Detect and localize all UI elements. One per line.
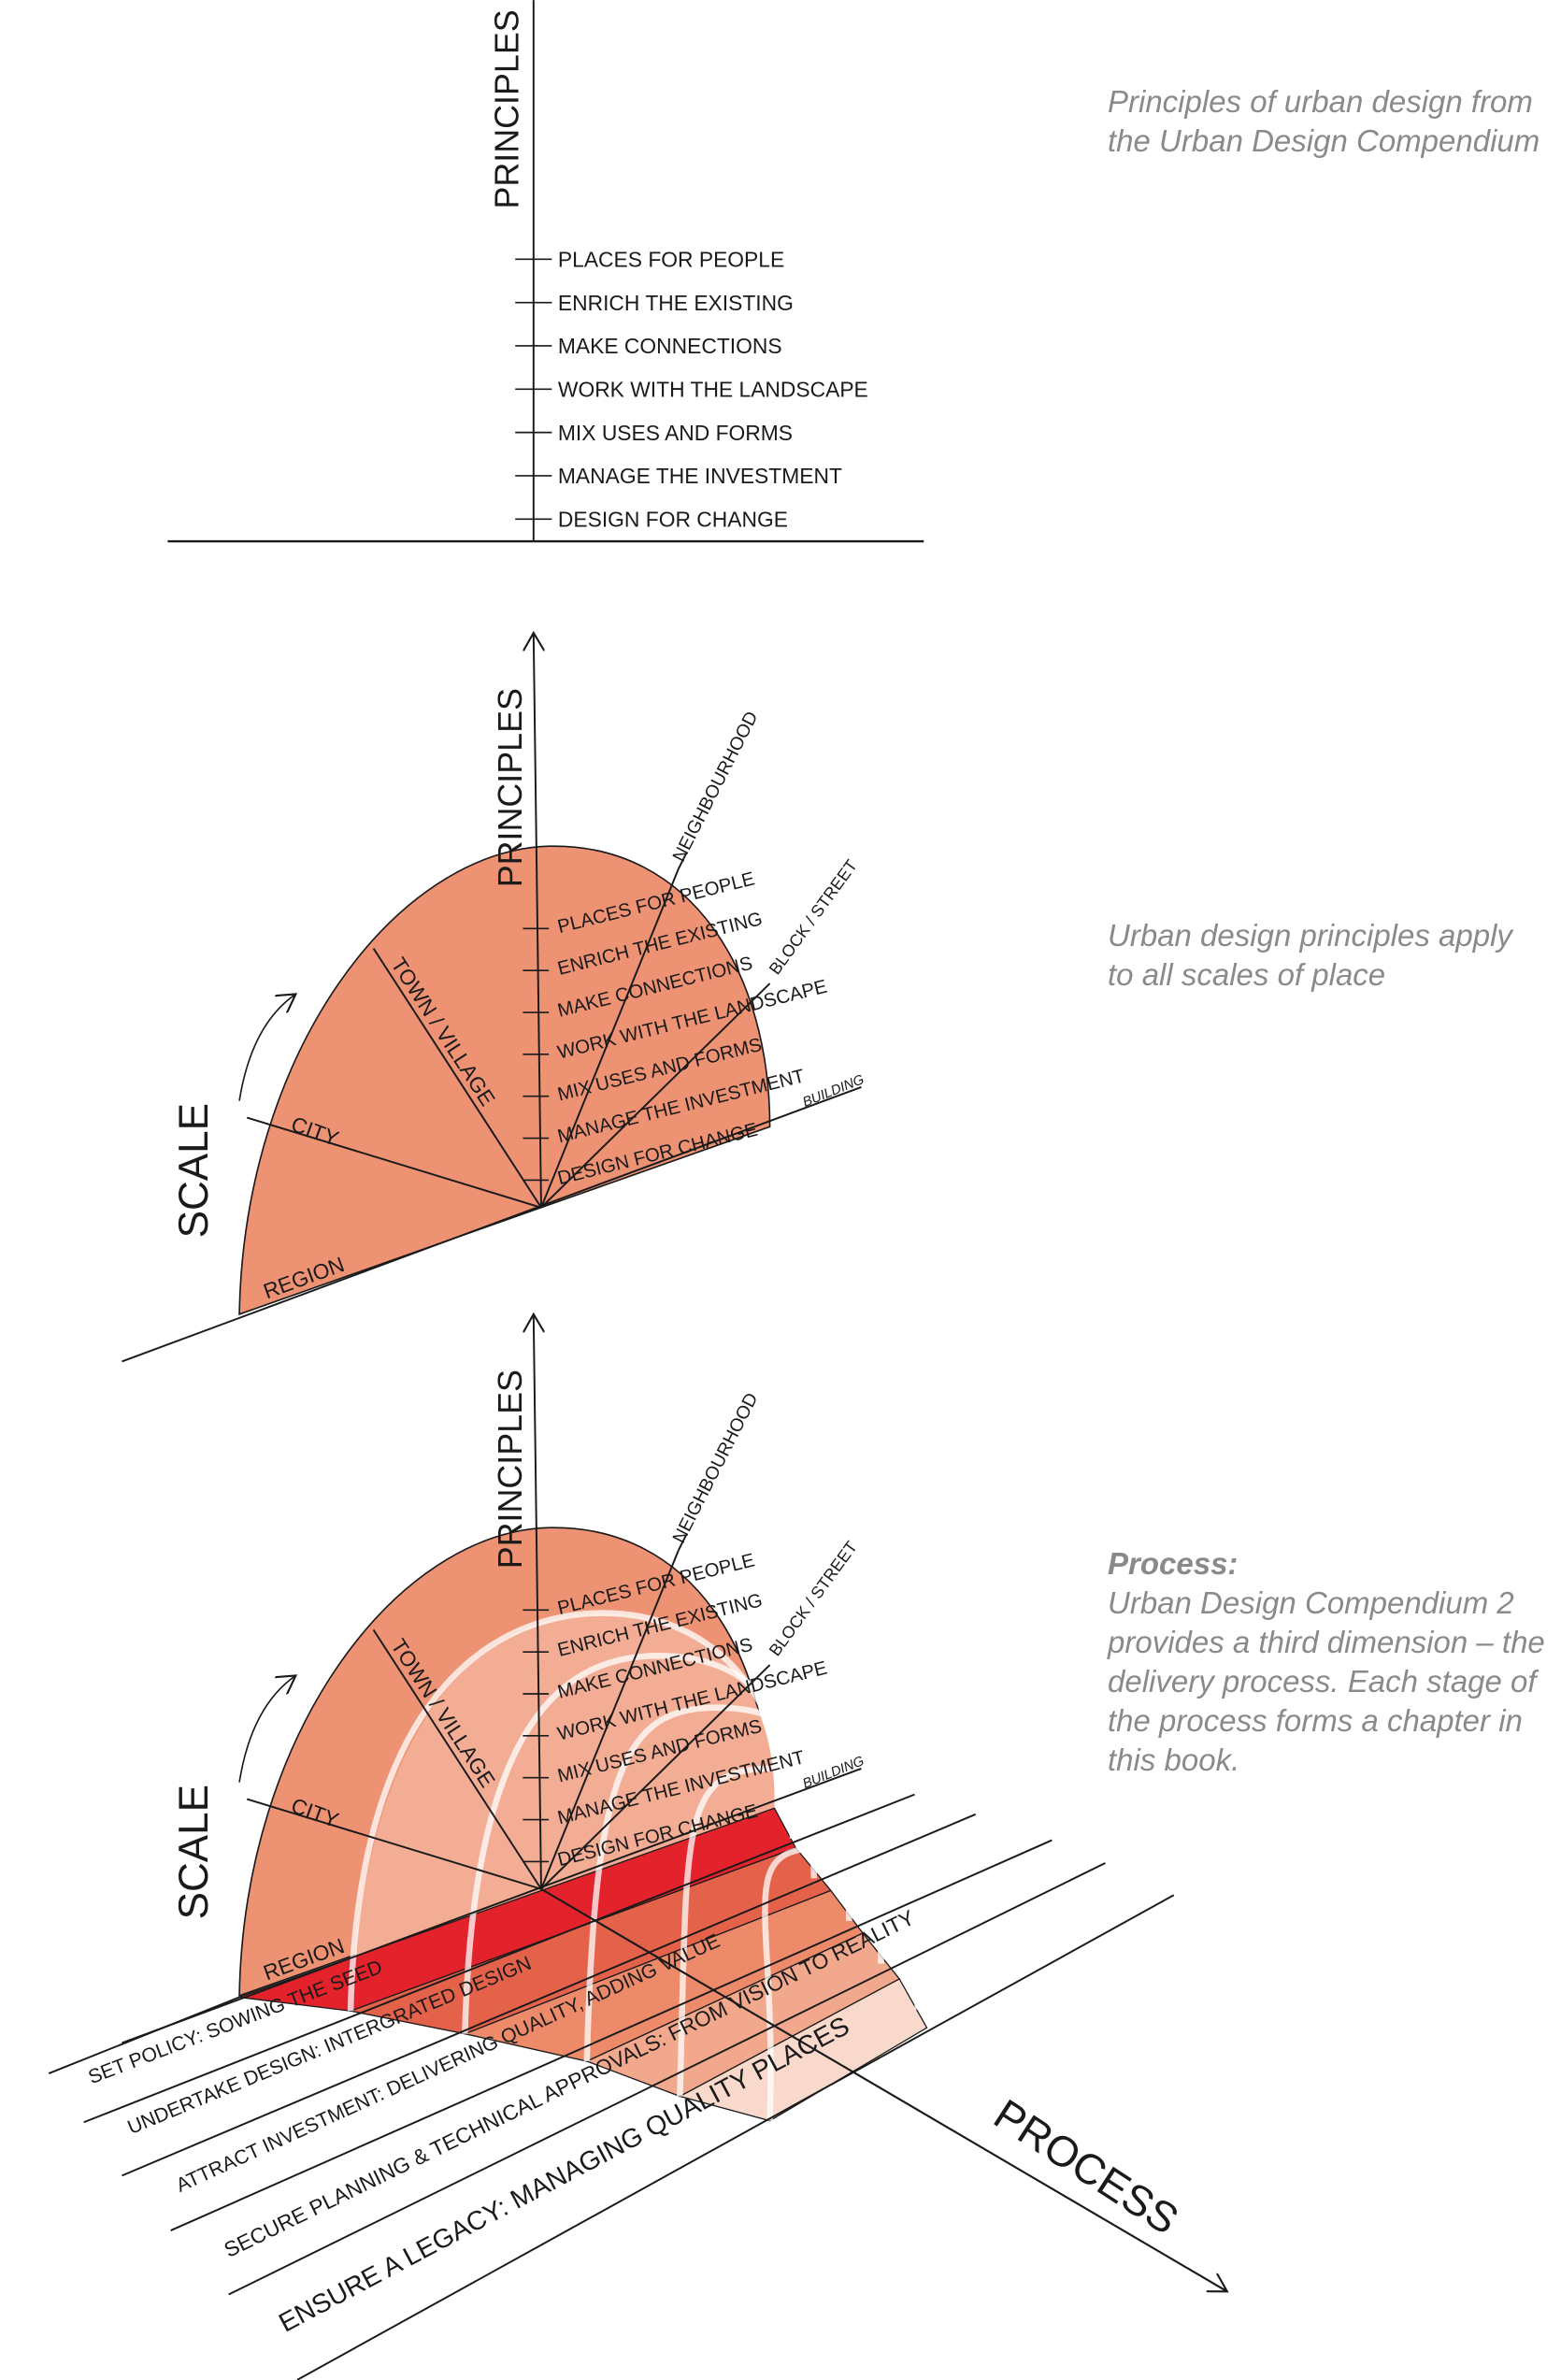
caption-line: Principles of urban design from bbox=[1108, 84, 1533, 119]
process-stage-line bbox=[122, 1813, 977, 2177]
block-scale-line bbox=[540, 982, 771, 1209]
principles-list: PLACES FOR PEOPLE ENRICH THE EXISTING MAKE… bbox=[515, 248, 868, 531]
caption-principles: Principles of urban design from the Urba… bbox=[1108, 82, 1540, 161]
process-arc bbox=[347, 1610, 796, 2012]
scale-label-neighbourhood: NEIGHBOURHOOD bbox=[668, 709, 762, 866]
process-arc bbox=[762, 1844, 922, 2121]
panel-principles: PRINCIPLES PLACES FOR PEOPLE ENRICH THE E… bbox=[167, 0, 924, 543]
principle-label: WORK WITH THE LANDSCAPE bbox=[558, 377, 868, 401]
caption-line: to all scales of place bbox=[1108, 957, 1386, 992]
caption-line: provides a third dimension – the bbox=[1108, 1625, 1545, 1659]
building-scale-line bbox=[122, 1767, 862, 2044]
process-arcs bbox=[347, 1610, 922, 2121]
scale-axis-label: SCALE bbox=[171, 1785, 217, 1919]
caption-line: Urban Design Compendium 2 bbox=[1108, 1585, 1514, 1620]
principles-axis-label: PRINCIPLES bbox=[488, 9, 525, 208]
neighbourhood-scale-line bbox=[540, 1550, 680, 1890]
process-stage-line bbox=[296, 1894, 1175, 2380]
block-scale-line bbox=[540, 1664, 771, 1890]
scale-label-block: BLOCK / STREET bbox=[766, 1538, 861, 1659]
caption-process: Process: Urban Design Compendium 2 provi… bbox=[1108, 1544, 1545, 1780]
principles-axis-label: PRINCIPLES bbox=[492, 688, 529, 887]
scale-axis-label: SCALE bbox=[171, 1103, 217, 1238]
scale-arrow-icon bbox=[238, 994, 295, 1101]
scale-arrow-icon bbox=[238, 1675, 295, 1783]
caption-line: the process forms a chapter in bbox=[1108, 1703, 1523, 1738]
city-scale-line bbox=[246, 1798, 542, 1890]
city-scale-line bbox=[246, 1116, 542, 1209]
process-strip bbox=[678, 1978, 928, 2122]
building-scale-line bbox=[122, 1085, 862, 1363]
process-stage-line bbox=[170, 1839, 1053, 2231]
caption-title: Process: bbox=[1108, 1546, 1239, 1581]
principle-label: MAKE CONNECTIONS bbox=[558, 334, 782, 358]
caption-line: Urban design principles apply bbox=[1108, 918, 1512, 953]
caption-line: the Urban Design Compendium bbox=[1108, 123, 1540, 158]
process-stage-line bbox=[83, 1793, 915, 2124]
principles-axis bbox=[534, 1314, 541, 1889]
scale-label-block: BLOCK / STREET bbox=[766, 856, 861, 978]
process-stage-label: SET POLICY: SOWING THE SEED bbox=[85, 1957, 385, 2088]
principle-label: ENRICH THE EXISTING bbox=[558, 291, 794, 315]
caption-scales: Urban design principles apply to all sca… bbox=[1108, 916, 1512, 995]
neighbourhood-scale-line bbox=[540, 868, 680, 1209]
principle-label: MANAGE THE INVESTMENT bbox=[558, 464, 842, 488]
principles-axis-label: PRINCIPLES bbox=[492, 1369, 529, 1569]
principle-label: PLACES FOR PEOPLE bbox=[558, 248, 784, 272]
town-scale-line bbox=[372, 947, 542, 1209]
principle-label: MIX USES AND FORMS bbox=[558, 421, 793, 445]
town-scale-line bbox=[372, 1628, 542, 1890]
caption-line: this book. bbox=[1108, 1742, 1240, 1777]
scale-label-neighbourhood: NEIGHBOURHOOD bbox=[668, 1390, 762, 1547]
scale-label-building: BUILDING bbox=[801, 1072, 866, 1111]
process-region bbox=[351, 1613, 775, 2012]
process-arc bbox=[462, 1652, 818, 2034]
process-stage-line bbox=[228, 1862, 1106, 2296]
principles-axis bbox=[534, 633, 541, 1208]
caption-line: delivery process. Each stage of bbox=[1108, 1664, 1537, 1699]
principle-label: DESIGN FOR CHANGE bbox=[558, 507, 788, 531]
process-axis bbox=[540, 1887, 1227, 2292]
process-arc bbox=[583, 1704, 852, 2062]
scale-fan bbox=[238, 845, 771, 1316]
